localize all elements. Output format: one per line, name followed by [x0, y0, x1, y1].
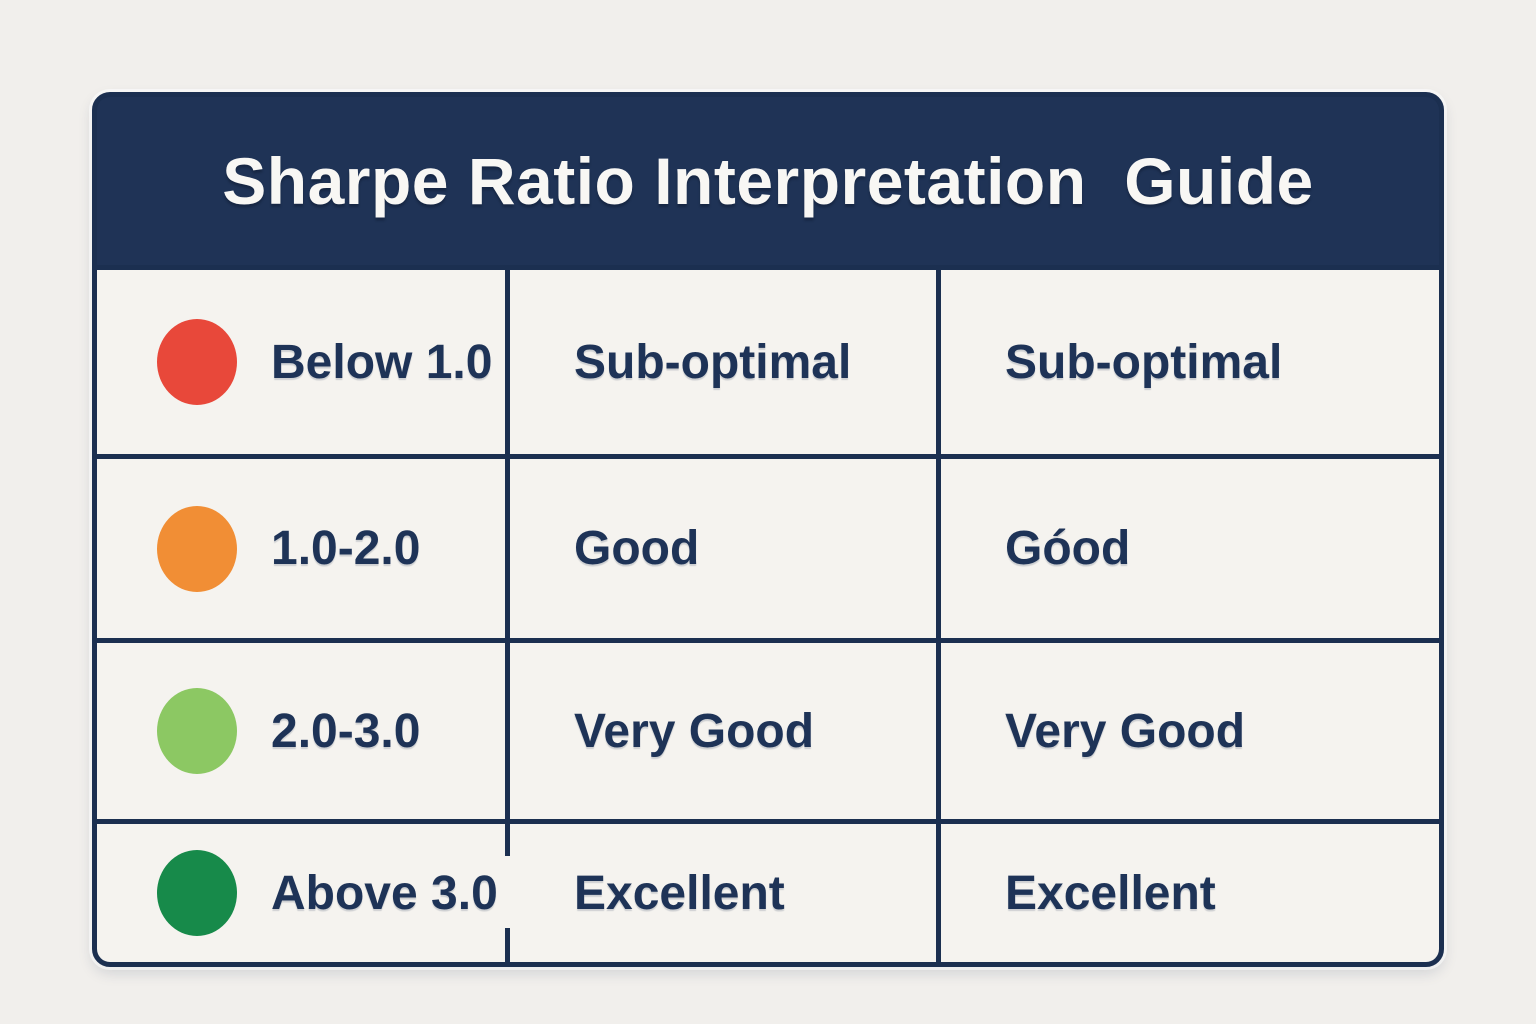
- rating-repeat-label: Very Good: [1005, 704, 1246, 758]
- table-row-2-rating-repeat-cell: Góod: [941, 459, 1439, 638]
- rating-repeat-label: Excellent: [1005, 866, 1216, 920]
- status-dot-light-green: [157, 688, 237, 774]
- rating-label: Very Good: [574, 704, 815, 758]
- table-row-4-range-cell: Above 3.0: [97, 824, 510, 962]
- rating-repeat-label: Góod: [1005, 522, 1131, 575]
- sharpe-ratio-table: Sharpe Ratio Interpretation Guide Below …: [92, 92, 1444, 967]
- table-header: Sharpe Ratio Interpretation Guide: [97, 97, 1439, 265]
- status-dot-dark-green: [157, 850, 237, 936]
- rating-repeat-label: Sub-optimal: [1005, 335, 1283, 389]
- rating-label: Excellent: [574, 866, 785, 920]
- table-row-3-rating-repeat-cell: Very Good: [941, 643, 1439, 819]
- table-row-1-range-cell: Below 1.0: [97, 270, 505, 454]
- range-label: 2.0-3.0: [271, 704, 421, 758]
- status-dot-red: [157, 319, 237, 405]
- broken-divider-gap: [505, 856, 510, 928]
- table-row-1-rating-cell: Sub-optimal: [510, 270, 936, 454]
- table-title: Sharpe Ratio Interpretation Guide: [222, 144, 1314, 218]
- range-label: Above 3.0: [271, 866, 498, 920]
- table-row-4-rating-cell: Excellent: [510, 824, 936, 962]
- table-row-2-range-cell: 1.0-2.0: [97, 459, 505, 638]
- range-label: 1.0-2.0: [271, 522, 421, 575]
- table-row-4-rating-repeat-cell: Excellent: [941, 824, 1439, 962]
- table-row-1-rating-repeat-cell: Sub-optimal: [941, 270, 1439, 454]
- status-dot-orange: [157, 505, 237, 592]
- table-row-2-rating-cell: Good: [510, 459, 936, 638]
- range-label: Below 1.0: [271, 335, 493, 389]
- rating-label: Good: [574, 522, 700, 575]
- rating-label: Sub-optimal: [574, 335, 852, 389]
- table-row-3-rating-cell: Very Good: [510, 643, 936, 819]
- table-row-3-range-cell: 2.0-3.0: [97, 643, 505, 819]
